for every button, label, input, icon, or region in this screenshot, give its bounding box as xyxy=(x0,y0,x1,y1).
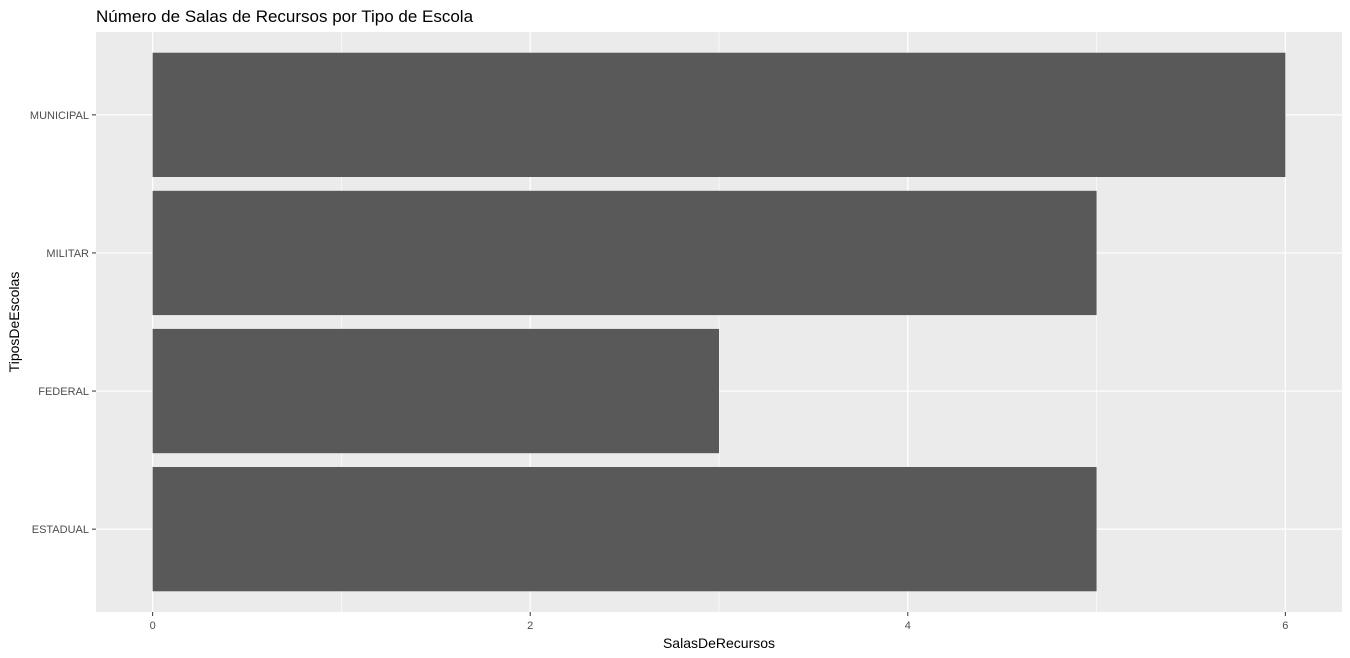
x-tick-label: 2 xyxy=(527,620,533,632)
x-axis-title: SalasDeRecursos xyxy=(663,635,775,651)
chart-title: Número de Salas de Recursos por Tipo de … xyxy=(96,7,474,26)
bar-municipal xyxy=(152,52,1286,177)
x-tick-label: 4 xyxy=(905,620,911,632)
y-axis-title: TiposDeEscolas xyxy=(6,272,22,373)
x-tick-label: 0 xyxy=(150,620,156,632)
bar-estadual xyxy=(152,467,1097,592)
x-axis: 0 2 4 6 xyxy=(150,612,1288,632)
y-axis: ESTADUAL FEDERAL MILITAR MUNICIPAL xyxy=(30,110,96,536)
bar-militar xyxy=(152,190,1097,316)
y-tick-label: MUNICIPAL xyxy=(30,110,89,122)
y-tick-label: MILITAR xyxy=(46,248,89,260)
bars xyxy=(152,52,1286,592)
y-tick-label: FEDERAL xyxy=(38,386,89,398)
x-tick-label: 6 xyxy=(1282,620,1288,632)
y-tick-label: ESTADUAL xyxy=(32,524,89,536)
bar-federal xyxy=(152,328,720,454)
